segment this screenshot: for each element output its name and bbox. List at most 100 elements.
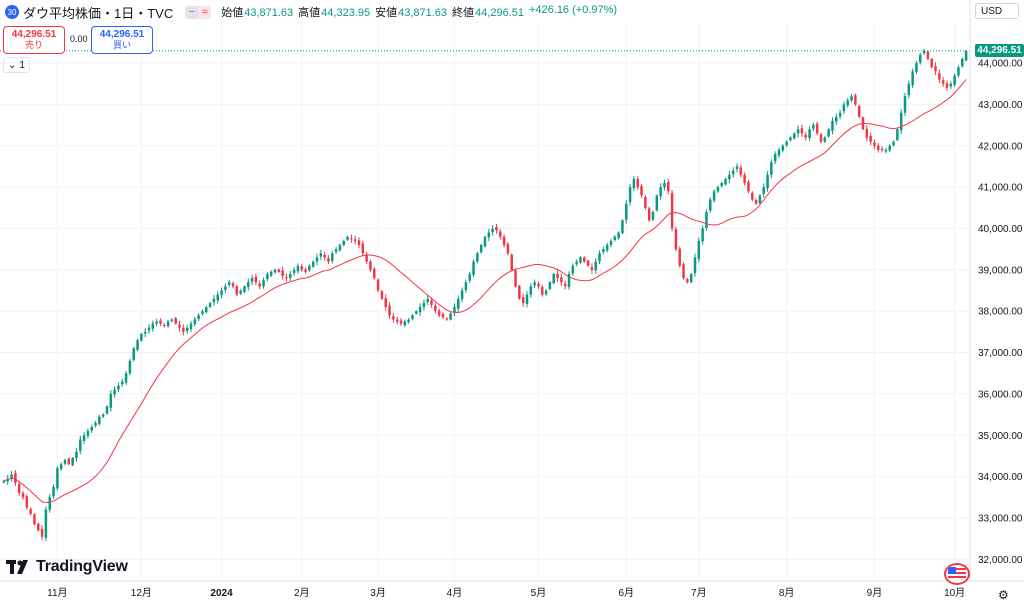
y-tick-label: 40,000.00	[978, 224, 1023, 235]
candle-body	[334, 249, 338, 252]
candle-body	[651, 211, 655, 220]
buy-button[interactable]: 44,296.51 買い	[91, 26, 153, 54]
candle-body	[479, 245, 483, 253]
candle-body	[178, 324, 181, 328]
close-value: 44,296.51	[475, 7, 524, 19]
candle-body	[33, 514, 36, 525]
candle-body	[770, 162, 773, 175]
candle-body	[220, 290, 223, 296]
candle-body	[224, 286, 227, 291]
x-tick-label: 10月	[944, 587, 965, 599]
candle-body	[777, 149, 781, 156]
candle-body	[846, 100, 849, 106]
candle-body	[17, 483, 21, 494]
candle-body	[205, 307, 208, 313]
tradingview-logo-icon	[6, 560, 28, 574]
candle-body	[212, 298, 216, 302]
candle-body	[697, 240, 701, 259]
candle-body	[59, 464, 63, 469]
candle-body	[537, 283, 540, 287]
tradingview-logo[interactable]: TradingView	[6, 558, 128, 576]
gear-icon[interactable]: ⚙	[998, 588, 1009, 602]
x-tick-label: 2024	[210, 588, 233, 599]
candle-body	[373, 268, 376, 279]
candle-body	[14, 473, 17, 483]
currency-selector[interactable]: USD	[975, 3, 1019, 19]
candle-body	[953, 75, 956, 85]
candle-body	[350, 238, 353, 240]
y-tick-label: 37,000.00	[978, 348, 1023, 359]
minus-icon[interactable]: −	[185, 5, 199, 19]
candle-body	[105, 406, 109, 414]
tradingview-wordmark: TradingView	[36, 558, 128, 575]
candle-body	[754, 200, 758, 204]
candle-body	[919, 54, 922, 63]
candle-body	[460, 290, 464, 300]
candle-body	[369, 261, 372, 270]
candle-body	[21, 493, 25, 498]
candle-body	[40, 528, 44, 537]
candle-body	[869, 136, 872, 142]
symbol-badge[interactable]: 30	[5, 5, 19, 19]
symbol-title[interactable]: ダウ平均株価・1日・TVC	[23, 5, 174, 21]
candle-body	[647, 208, 651, 221]
candle-body	[71, 458, 74, 466]
sell-label: 売り	[24, 40, 43, 50]
candle-body	[487, 232, 491, 238]
candle-body	[502, 236, 506, 246]
candle-body	[48, 497, 51, 510]
candle-body	[392, 316, 395, 320]
candle-body	[449, 313, 452, 320]
candle-body	[193, 319, 197, 325]
candle-body	[227, 282, 231, 285]
candle-body	[247, 282, 250, 287]
candle-body	[781, 145, 785, 151]
candle-body	[365, 254, 368, 262]
candle-body	[815, 123, 819, 134]
candle-body	[571, 265, 575, 274]
change-value: +426.16 (+0.97%)	[528, 4, 618, 16]
candle-body	[457, 298, 460, 309]
candle-body	[499, 231, 502, 237]
candle-body	[453, 307, 456, 313]
candle-body	[155, 321, 158, 324]
candle-body	[399, 320, 403, 324]
candle-body	[659, 187, 662, 197]
y-tick-label: 42,000.00	[978, 141, 1023, 152]
us-flag-icon[interactable]	[944, 563, 970, 585]
candle-body	[415, 311, 418, 314]
candle-body	[831, 120, 834, 131]
candle-body	[583, 257, 586, 262]
candle-body	[258, 283, 261, 287]
candle-body	[842, 104, 846, 112]
candle-body	[182, 327, 185, 332]
candle-body	[602, 249, 605, 252]
candle-body	[197, 315, 200, 319]
indicator-toggle-button[interactable]: ⌄ 1	[3, 57, 30, 73]
candle-body	[896, 129, 899, 141]
candle-body	[655, 195, 659, 211]
candle-body	[25, 496, 29, 508]
candle-body	[445, 318, 449, 320]
candle-body	[266, 273, 269, 280]
candle-body	[384, 298, 387, 308]
candle-body	[426, 298, 429, 302]
candle-body	[338, 245, 342, 251]
candle-body	[304, 269, 307, 272]
candle-body	[243, 286, 246, 293]
candle-body	[743, 174, 746, 184]
candle-body	[835, 116, 838, 122]
candle-body	[529, 286, 533, 295]
candle-body	[525, 294, 529, 304]
candle-body	[346, 236, 349, 240]
candle-body	[277, 269, 281, 272]
y-tick-label: 34,000.00	[978, 472, 1023, 483]
compare-icon[interactable]: ≈	[198, 5, 212, 19]
moving-average-line	[3, 79, 967, 504]
candle-body	[709, 199, 712, 211]
sell-button[interactable]: 44,296.51 売り	[3, 26, 65, 54]
candle-body	[567, 273, 571, 287]
candle-body	[724, 178, 727, 185]
candle-body	[552, 273, 555, 284]
